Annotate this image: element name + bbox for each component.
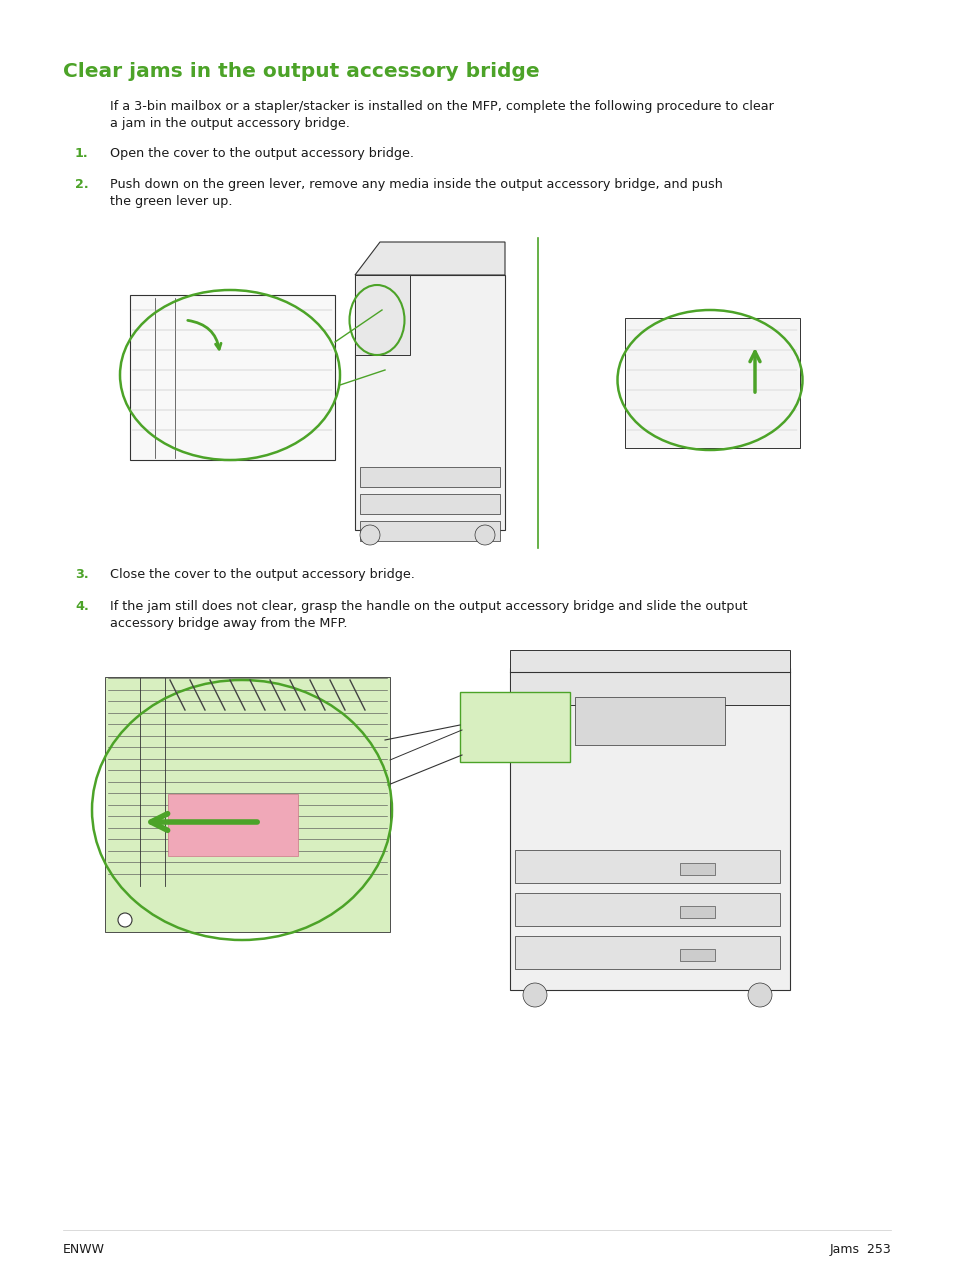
FancyBboxPatch shape — [359, 521, 499, 541]
Text: 4.: 4. — [75, 599, 89, 613]
FancyBboxPatch shape — [130, 295, 335, 460]
FancyBboxPatch shape — [459, 692, 569, 762]
Text: ENWW: ENWW — [63, 1243, 105, 1256]
FancyBboxPatch shape — [510, 668, 789, 991]
FancyBboxPatch shape — [679, 906, 714, 918]
Text: Clear jams in the output accessory bridge: Clear jams in the output accessory bridg… — [63, 62, 539, 81]
FancyBboxPatch shape — [515, 893, 780, 926]
FancyBboxPatch shape — [515, 850, 780, 883]
Circle shape — [522, 983, 546, 1007]
FancyBboxPatch shape — [679, 864, 714, 875]
Circle shape — [359, 525, 379, 545]
FancyBboxPatch shape — [355, 276, 504, 530]
Polygon shape — [355, 243, 504, 276]
Circle shape — [118, 913, 132, 927]
FancyBboxPatch shape — [355, 276, 410, 356]
Text: Jams  253: Jams 253 — [828, 1243, 890, 1256]
Text: If a 3-bin mailbox or a stapler/stacker is installed on the MFP, complete the fo: If a 3-bin mailbox or a stapler/stacker … — [110, 100, 773, 130]
FancyBboxPatch shape — [515, 936, 780, 969]
FancyBboxPatch shape — [624, 318, 800, 448]
Circle shape — [747, 983, 771, 1007]
Text: 3.: 3. — [75, 568, 89, 580]
FancyBboxPatch shape — [510, 650, 789, 705]
FancyBboxPatch shape — [359, 494, 499, 514]
FancyBboxPatch shape — [105, 677, 390, 932]
Text: 2.: 2. — [75, 178, 89, 190]
FancyBboxPatch shape — [679, 949, 714, 961]
Text: 1.: 1. — [75, 147, 89, 160]
Text: Push down on the green lever, remove any media inside the output accessory bridg: Push down on the green lever, remove any… — [110, 178, 722, 208]
Text: Close the cover to the output accessory bridge.: Close the cover to the output accessory … — [110, 568, 415, 580]
Circle shape — [475, 525, 495, 545]
FancyBboxPatch shape — [168, 794, 297, 856]
Text: Open the cover to the output accessory bridge.: Open the cover to the output accessory b… — [110, 147, 414, 160]
Text: If the jam still does not clear, grasp the handle on the output accessory bridge: If the jam still does not clear, grasp t… — [110, 599, 747, 630]
FancyBboxPatch shape — [575, 697, 724, 745]
FancyBboxPatch shape — [359, 467, 499, 486]
